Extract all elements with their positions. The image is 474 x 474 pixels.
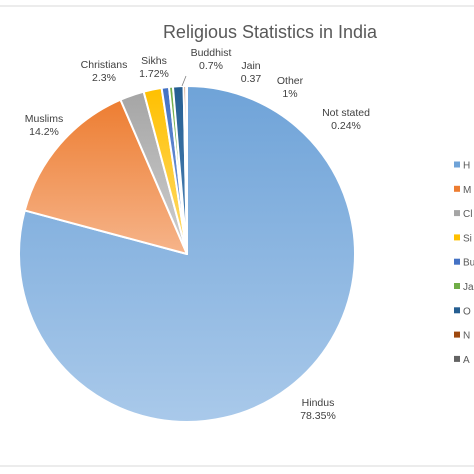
- data-label-name-not-stated: Not stated: [322, 107, 370, 119]
- data-label-value-other: 1%: [282, 88, 297, 100]
- data-label-name-sikhs: Sikhs: [141, 55, 167, 67]
- pie-slice-hindus: [18, 85, 356, 423]
- data-label-value-christians: 2.3%: [92, 72, 116, 84]
- legend-label-muslims: M: [463, 185, 471, 196]
- pie-slices: [18, 84, 356, 423]
- legend-label-series-8: A: [463, 355, 470, 366]
- legend-swatch-buddhist: [454, 258, 460, 265]
- legend-swatch-not-stated: [454, 331, 460, 338]
- pie-slice-series-8: [185, 84, 188, 255]
- legend-swatch-muslims: [454, 185, 460, 192]
- leader-line: [181, 75, 187, 87]
- data-label-value-jain: 0.37: [241, 73, 262, 85]
- data-label-name-jain: Jain: [241, 60, 260, 72]
- legend-label-buddhist: Bu: [463, 258, 474, 269]
- legend-swatch-jain: [454, 283, 460, 289]
- data-label-name-other: Other: [277, 75, 304, 87]
- chart-title: Religious Statistics in India: [163, 22, 378, 42]
- legend-label-other: O: [463, 306, 471, 317]
- data-label-value-sikhs: 1.72%: [139, 68, 169, 80]
- legend-label-hindus: H: [463, 161, 470, 172]
- legend-swatch-hindus: [454, 161, 460, 168]
- data-label-value-not-stated: 0.24%: [331, 120, 361, 132]
- data-label-name-hindus: Hindus: [302, 397, 335, 409]
- legend-swatch-sikhs: [454, 234, 460, 241]
- legend-label-jain: Ja: [463, 282, 474, 293]
- legend-swatch-other: [454, 307, 460, 314]
- legend-swatch-christians: [454, 210, 460, 217]
- legend-swatch-series-8: [454, 355, 460, 362]
- legend-label-christians: Cl: [463, 209, 472, 220]
- data-label-value-hindus: 78.35%: [300, 410, 336, 422]
- data-label-name-buddhist: Buddhist: [191, 47, 232, 59]
- legend-label-sikhs: Si: [463, 233, 472, 244]
- data-label-value-muslims: 14.2%: [29, 126, 59, 138]
- data-label-name-muslims: Muslims: [25, 113, 64, 125]
- data-label-value-buddhist: 0.7%: [199, 60, 223, 72]
- legend-label-not-stated: N: [463, 331, 470, 342]
- pie-slice-muslims: [23, 98, 188, 255]
- data-label-name-christians: Christians: [81, 59, 128, 71]
- legend: H M Cl Si Bu Ja O N A: [454, 161, 474, 366]
